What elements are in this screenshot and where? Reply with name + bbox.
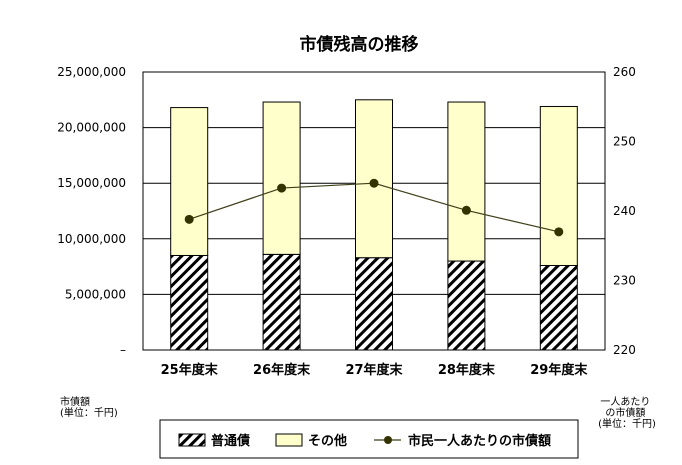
legend-label-1: その他 bbox=[308, 433, 347, 449]
right-tick-label: 220 bbox=[613, 343, 636, 357]
bar-sonota bbox=[262, 101, 301, 255]
category-label: 29年度末 bbox=[530, 362, 588, 378]
legend-swatch-hatched bbox=[178, 433, 206, 447]
bar-sonota bbox=[539, 105, 578, 266]
right-tick-label: 230 bbox=[613, 274, 636, 288]
right-tick-label: 240 bbox=[613, 204, 636, 218]
category-label: 26年度末 bbox=[253, 362, 311, 378]
legend-label-2: 市民一人あたりの市債額 bbox=[408, 433, 551, 449]
line-series bbox=[184, 178, 564, 237]
left-tick-label: 20,000,000 bbox=[57, 121, 126, 135]
legend-swatch-yellow bbox=[275, 433, 303, 447]
series-marker bbox=[184, 214, 194, 224]
bar-futsuusai bbox=[355, 257, 393, 351]
category-label: 25年度末 bbox=[161, 362, 219, 378]
left-tick-label: 5,000,000 bbox=[65, 287, 126, 301]
bars bbox=[170, 99, 578, 351]
left-axis-ticks: 25,000,000 20,000,000 15,000,000 10,000,000… bbox=[57, 65, 126, 357]
bar-sonota bbox=[170, 107, 209, 256]
category-label: 28年度末 bbox=[438, 362, 496, 378]
left-tick-label: 15,000,000 bbox=[57, 176, 126, 190]
legend: 普通債 その他 市民一人あたりの市債額 bbox=[159, 419, 579, 459]
legend-label-0: 普通債 bbox=[211, 433, 250, 449]
bar-sonota bbox=[447, 101, 486, 262]
category-labels: 25年度末 26年度末 27年度末 28年度末 29年度末 bbox=[161, 362, 589, 378]
bar-futsuusai bbox=[170, 254, 209, 351]
chart-title: 市債残高の推移 bbox=[300, 34, 419, 55]
left-axis-label: 市債額 (単位：千円) bbox=[60, 395, 118, 419]
legend-swatch-marker bbox=[384, 436, 392, 444]
series-marker bbox=[369, 178, 379, 188]
bar-futsuusai bbox=[539, 264, 578, 351]
series-marker bbox=[461, 205, 471, 215]
right-tick-label: 250 bbox=[613, 135, 636, 149]
left-tick-label: 25,000,000 bbox=[57, 65, 126, 79]
left-tick-label: – bbox=[120, 343, 126, 357]
left-tick-label: 10,000,000 bbox=[57, 232, 126, 246]
series-marker bbox=[554, 227, 564, 237]
right-axis-ticks: 260 250 240 230 220 bbox=[613, 65, 636, 357]
right-axis-label: 一人あたり の市債額 (単位：千円) bbox=[598, 396, 656, 430]
right-tick-label: 260 bbox=[613, 65, 636, 79]
legend-box bbox=[159, 419, 579, 459]
bar-futsuusai bbox=[262, 253, 301, 351]
bar-futsuusai bbox=[447, 260, 486, 351]
category-label: 27年度末 bbox=[345, 362, 403, 378]
series-marker bbox=[277, 183, 287, 193]
